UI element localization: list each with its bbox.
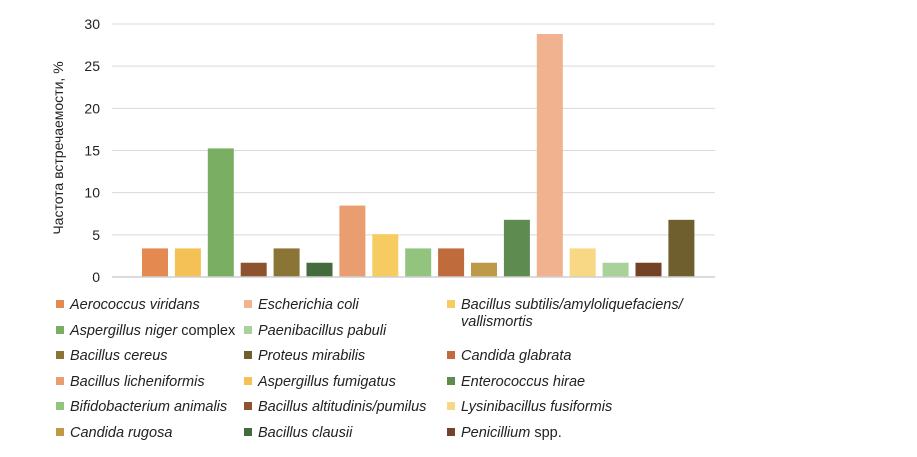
y-tick-label: 15 (84, 143, 100, 159)
legend-swatch (447, 351, 455, 359)
legend-label-italic-cont: vallismortis (461, 314, 533, 330)
legend-swatch (244, 351, 252, 359)
legend-label-italic: Candida rugosa (70, 424, 173, 441)
y-tick-label: 0 (92, 269, 100, 285)
bar (306, 262, 333, 277)
legend-label-rest: complex (177, 322, 236, 339)
legend-label-italic: Bacillus cereus (70, 348, 168, 364)
bar (536, 34, 563, 277)
y-tick-label: 5 (92, 227, 100, 243)
legend-swatch (244, 300, 252, 308)
legend-item: Candida glabrata (447, 348, 571, 365)
legend-item: Enterococcus hirae (447, 374, 585, 391)
legend-swatch (56, 300, 64, 308)
legend-label-italic: Paenibacillus pabuli (258, 322, 387, 339)
legend-swatch (447, 300, 455, 308)
legend-item: Penicillium spp. (447, 425, 562, 442)
legend-label-rest: spp. (530, 424, 562, 441)
legend-swatch (244, 325, 252, 334)
bar (207, 148, 234, 277)
legend-label-italic: Bacillus clausii (258, 424, 353, 441)
legend-label-italic: Bacillus altitudinis/pumilus (258, 399, 427, 415)
legend-label-italic: Aspergillus niger (70, 322, 178, 339)
y-tick-label: 30 (84, 16, 100, 32)
legend-label-italic: Aerococcus viridans (70, 297, 200, 313)
legend-item: Bacillus licheniformis (56, 374, 205, 391)
legend-item: Bacillus clausii (244, 425, 352, 442)
legend-swatch (244, 427, 252, 436)
bar-chart: 0 5 10 15 20 25 30 (84, 16, 715, 285)
legend-label-italic: Bifidobacterium animalis (70, 399, 228, 415)
legend-item: Escherichia coli (244, 297, 359, 314)
legend-item: Aspergillus niger complex (56, 323, 235, 340)
legend-swatch (56, 351, 64, 359)
legend-item: Aspergillus fumigatus (244, 374, 396, 391)
bar (142, 248, 168, 277)
legend-item: Bacillus cereus (56, 348, 168, 365)
legend-label-italic: Candida glabrata (461, 348, 572, 364)
y-tick-label: 10 (84, 185, 100, 201)
legend-item: Proteus mirabilis (244, 348, 365, 365)
legend-swatch (244, 402, 252, 410)
legend-item: Bacillus altitudinis/pumilus (244, 399, 426, 416)
legend-label-italic: Enterococcus hirae (461, 373, 586, 390)
legend-item: Candida rugosa (56, 425, 172, 442)
legend-swatch (447, 376, 455, 385)
bar (668, 219, 695, 277)
y-tick-label: 20 (84, 100, 100, 116)
legend-item: Bacillus subtilis/amyloliquefaciens/vall… (447, 297, 683, 331)
bar (240, 262, 267, 277)
legend-label-italic: Lysinibacillus fusiformis (461, 399, 613, 415)
legend-swatch (447, 427, 455, 436)
legend-swatch (447, 402, 455, 410)
legend-swatch (56, 376, 64, 385)
bar (273, 248, 300, 277)
bar (503, 219, 530, 277)
legend-swatch (56, 402, 64, 410)
bar (471, 262, 497, 277)
bar (602, 262, 629, 277)
bar (635, 262, 662, 277)
y-axis-label: Частота встречаемости, % (50, 61, 66, 235)
legend-item: Paenibacillus pabuli (244, 323, 386, 340)
bar (569, 248, 596, 277)
bar (405, 248, 432, 277)
legend-label-italic: Aspergillus fumigatus (258, 373, 396, 390)
y-tick-label: 25 (84, 58, 100, 74)
bar (372, 234, 399, 277)
legend-label-italic: Bacillus subtilis/amyloliquefaciens/ (461, 297, 683, 313)
bar (174, 248, 201, 277)
legend-item: Aerococcus viridans (56, 297, 200, 314)
bar (339, 205, 366, 277)
bar (438, 248, 465, 277)
legend-item: Bifidobacterium animalis (56, 399, 227, 416)
legend-label-italic: Penicillium (461, 424, 531, 441)
legend-label-italic: Escherichia coli (258, 297, 359, 313)
legend-label-italic: Proteus mirabilis (258, 348, 366, 364)
legend-swatch (244, 376, 252, 385)
legend-label-italic: Bacillus licheniformis (70, 373, 205, 390)
legend-swatch (56, 325, 64, 334)
legend-item: Lysinibacillus fusiformis (447, 399, 612, 416)
legend-swatch (56, 427, 64, 436)
